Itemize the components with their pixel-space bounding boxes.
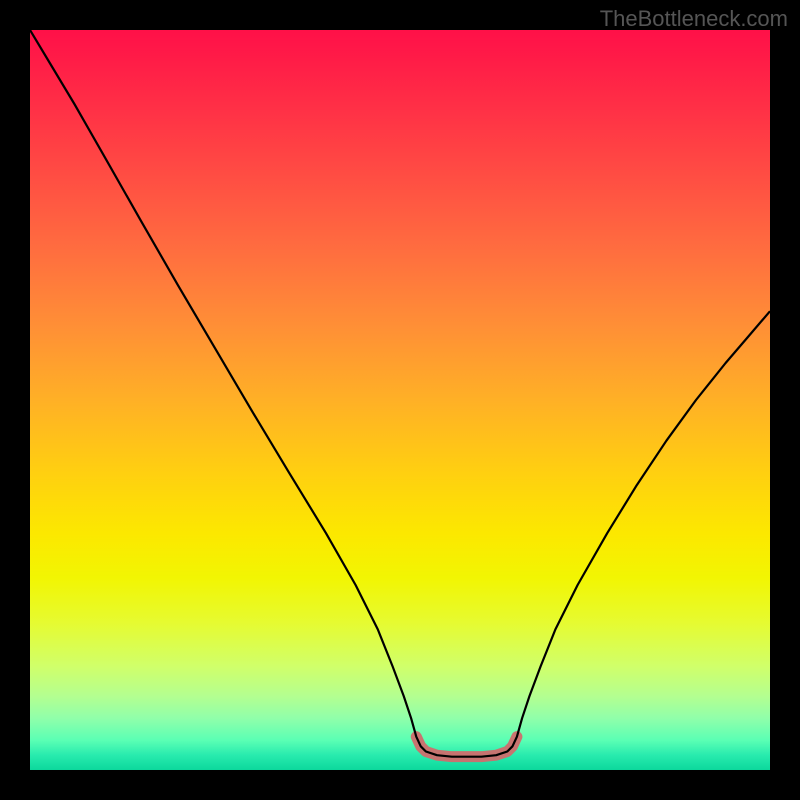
chart-container: TheBottleneck.com: [0, 0, 800, 800]
watermark-text: TheBottleneck.com: [600, 6, 788, 32]
plot-background: [30, 30, 770, 770]
bottleneck-chart: [0, 0, 800, 800]
